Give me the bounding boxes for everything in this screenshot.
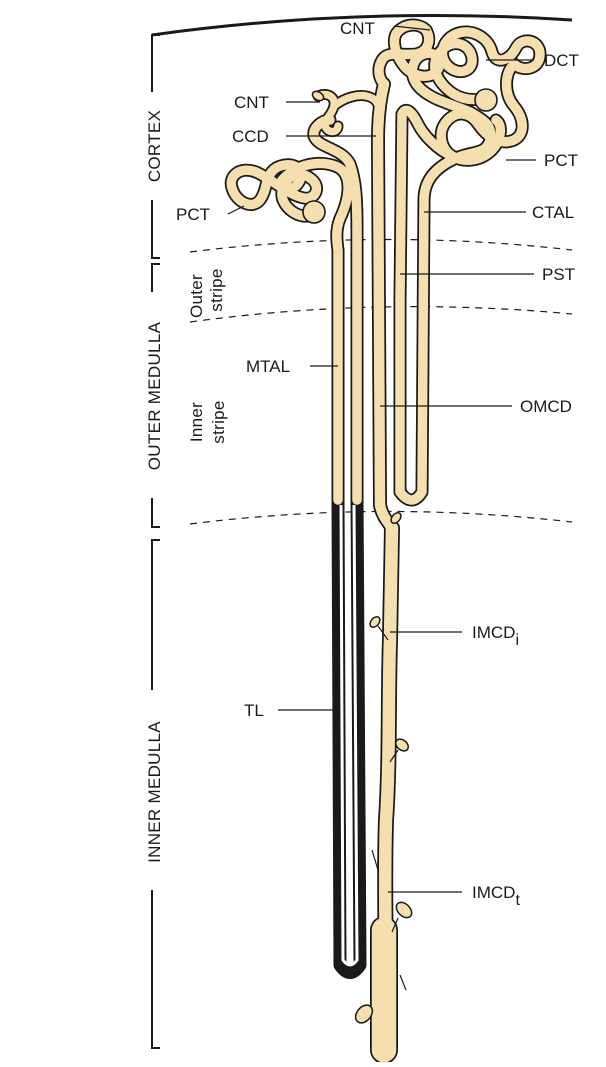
label-omcd: OMCD [520,397,572,416]
label-pct-left: PCT [176,205,210,224]
label-mtal: MTAL [246,357,290,376]
outer-inner-medulla-boundary [189,510,573,525]
imcd-branch-end-2 [394,738,410,752]
kidney-surface-line [151,13,573,37]
label-cnt-top: CNT [340,19,375,38]
label-imcd-i: IMCDi [472,623,519,649]
imcd-branch-stub-4 [371,849,379,871]
inner-stripe-label-line1: Inner [187,402,206,442]
label-imcd-t: IMCDt [472,883,520,909]
label-pst: PST [542,265,575,284]
imcd-branch-end-1 [369,615,381,629]
zone-bracket [151,34,160,1049]
label-pct-right: PCT [544,151,578,170]
label-dct: DCT [544,51,579,70]
leader-pct-left [227,205,245,215]
papillary-duct-opening [354,1004,374,1024]
imcd-branch-stub-2 [389,749,399,763]
label-ctal: CTAL [532,203,574,222]
outer-stripe-label-line1: Outer [187,274,206,318]
zone-label-inner-medulla: INNER MEDULLA [145,721,164,863]
outer-stripe-label-line2: stripe [207,268,226,311]
imcd-branch-stub-1 [377,625,389,641]
thin-limb-loop [331,493,367,979]
label-cnt-left: CNT [234,93,269,112]
omcd-open-end [390,511,402,525]
cnt-open-end-left [311,90,325,102]
zone-label-cortex: CORTEX [145,110,164,182]
label-ccd: CCD [232,127,269,146]
leader-cnt-top [393,25,431,31]
imcd-branch-stub-5 [399,974,407,991]
glomerulus-juxtamedullary [302,200,326,224]
glomerulus-cortical [474,88,498,112]
zone-label-outer-medulla: OUTER MEDULLA [145,321,164,470]
outer-inner-stripe-boundary [189,306,573,323]
tubule-fills [226,20,545,1063]
label-tl: TL [244,701,264,720]
imcd-branch-end-3 [395,901,413,919]
thin-limb-interior [339,504,359,967]
cortex-medulla-boundary [189,238,573,253]
inner-stripe-label-line2: stripe [209,400,228,443]
imcd-branch-stub-3 [391,917,399,933]
